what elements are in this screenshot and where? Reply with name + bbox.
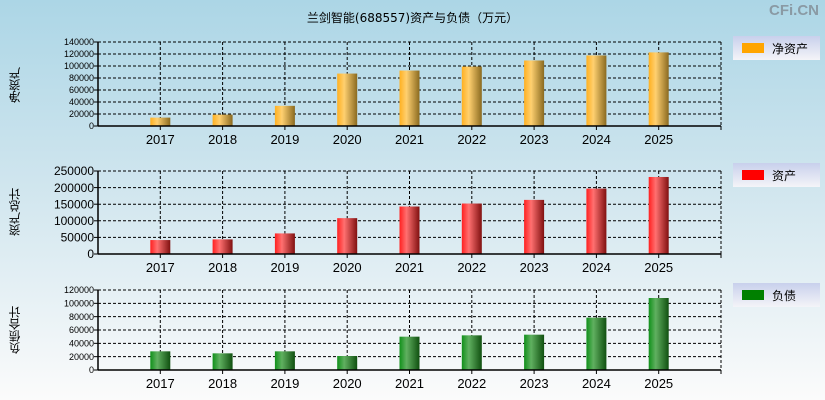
bar-2022 xyxy=(461,66,482,126)
x-tick-label: 2020 xyxy=(333,132,362,147)
bar-2018 xyxy=(212,239,233,254)
legend-label: 净资产 xyxy=(772,41,809,56)
y-tick-label: 140000 xyxy=(64,37,94,47)
bar-2024 xyxy=(586,55,607,126)
bar-2019 xyxy=(274,105,295,126)
y-tick-label: 120000 xyxy=(64,49,94,59)
bar-2017 xyxy=(150,240,171,254)
y-tick-label: 20000 xyxy=(69,352,94,362)
legend-swatch xyxy=(742,290,764,300)
y-tick-label: 0 xyxy=(89,121,94,131)
x-tick-label: 2022 xyxy=(457,260,486,275)
y-tick-label: 80000 xyxy=(69,312,94,322)
y-tick-label: 100000 xyxy=(64,61,94,71)
bar-2021 xyxy=(399,206,420,254)
bar-2025 xyxy=(648,52,669,126)
y-tick-label: 60000 xyxy=(69,85,94,95)
x-tick-label: 2022 xyxy=(457,132,486,147)
bar-2024 xyxy=(586,317,607,370)
y-tick-label: 250000 xyxy=(54,164,94,178)
x-tick-label: 2017 xyxy=(146,132,175,147)
x-tick-label: 2024 xyxy=(582,132,611,147)
legend-swatch xyxy=(742,170,764,180)
legend-swatch xyxy=(742,43,764,53)
y-axis-label: 负债合计 xyxy=(8,306,22,354)
x-tick-label: 2021 xyxy=(395,132,424,147)
y-axis-label: 资产总计 xyxy=(8,188,22,236)
y-tick-label: 50000 xyxy=(61,231,95,245)
bar-2021 xyxy=(399,70,420,126)
x-tick-label: 2023 xyxy=(520,260,549,275)
x-tick-label: 2019 xyxy=(270,260,299,275)
x-tick-label: 2017 xyxy=(146,376,175,391)
y-tick-label: 150000 xyxy=(54,197,94,211)
y-tick-label: 60000 xyxy=(69,325,94,335)
y-tick-label: 120000 xyxy=(64,285,94,295)
legend-net-assets: 净资产 xyxy=(733,36,820,60)
x-tick-label: 2021 xyxy=(395,376,424,391)
chart-title: 兰剑智能(688557)资产与负债（万元） xyxy=(306,11,519,25)
bar-2022 xyxy=(461,203,482,254)
x-tick-label: 2024 xyxy=(582,260,611,275)
bar-2020 xyxy=(337,218,358,254)
bar-2023 xyxy=(524,60,545,127)
watermark-logo: CFi.CN xyxy=(769,2,819,19)
x-tick-label: 2022 xyxy=(457,376,486,391)
bar-2023 xyxy=(524,334,545,370)
x-tick-label: 2019 xyxy=(270,376,299,391)
y-tick-label: 20000 xyxy=(69,109,94,119)
bar-2019 xyxy=(274,233,295,254)
legend-label: 负债 xyxy=(772,288,797,303)
y-tick-label: 100000 xyxy=(64,298,94,308)
y-tick-label: 200000 xyxy=(54,181,94,195)
x-tick-label: 2017 xyxy=(146,260,175,275)
x-tick-label: 2018 xyxy=(208,132,237,147)
y-tick-label: 100000 xyxy=(54,214,94,228)
x-tick-label: 2018 xyxy=(208,376,237,391)
legend-label: 资产 xyxy=(772,168,797,183)
bar-2024 xyxy=(586,188,607,254)
x-tick-label: 2020 xyxy=(333,376,362,391)
bar-2025 xyxy=(648,176,669,254)
bar-2025 xyxy=(648,298,669,370)
y-tick-label: 0 xyxy=(87,247,94,261)
x-tick-label: 2021 xyxy=(395,260,424,275)
bar-2017 xyxy=(150,117,171,126)
y-axis-label: 净资产 xyxy=(8,67,22,103)
legend-assets: 资产 xyxy=(733,163,820,187)
legend-liabilities: 负债 xyxy=(733,283,820,307)
y-tick-label: 40000 xyxy=(69,338,94,348)
bar-2018 xyxy=(212,353,233,370)
x-tick-label: 2025 xyxy=(644,260,673,275)
bar-2022 xyxy=(461,335,482,370)
bar-2020 xyxy=(337,73,358,126)
x-tick-label: 2025 xyxy=(644,376,673,391)
y-tick-label: 40000 xyxy=(69,97,94,107)
x-tick-label: 2019 xyxy=(270,132,299,147)
y-tick-label: 80000 xyxy=(69,73,94,83)
x-tick-label: 2025 xyxy=(644,132,673,147)
bar-2017 xyxy=(150,351,171,370)
bar-2018 xyxy=(212,114,233,126)
x-tick-label: 2020 xyxy=(333,260,362,275)
x-tick-label: 2023 xyxy=(520,376,549,391)
bar-2020 xyxy=(337,356,358,370)
bar-2019 xyxy=(274,351,295,370)
bar-2023 xyxy=(524,199,545,254)
bar-2021 xyxy=(399,336,420,370)
x-tick-label: 2018 xyxy=(208,260,237,275)
x-tick-label: 2024 xyxy=(582,376,611,391)
y-tick-label: 0 xyxy=(89,365,94,375)
x-tick-label: 2023 xyxy=(520,132,549,147)
